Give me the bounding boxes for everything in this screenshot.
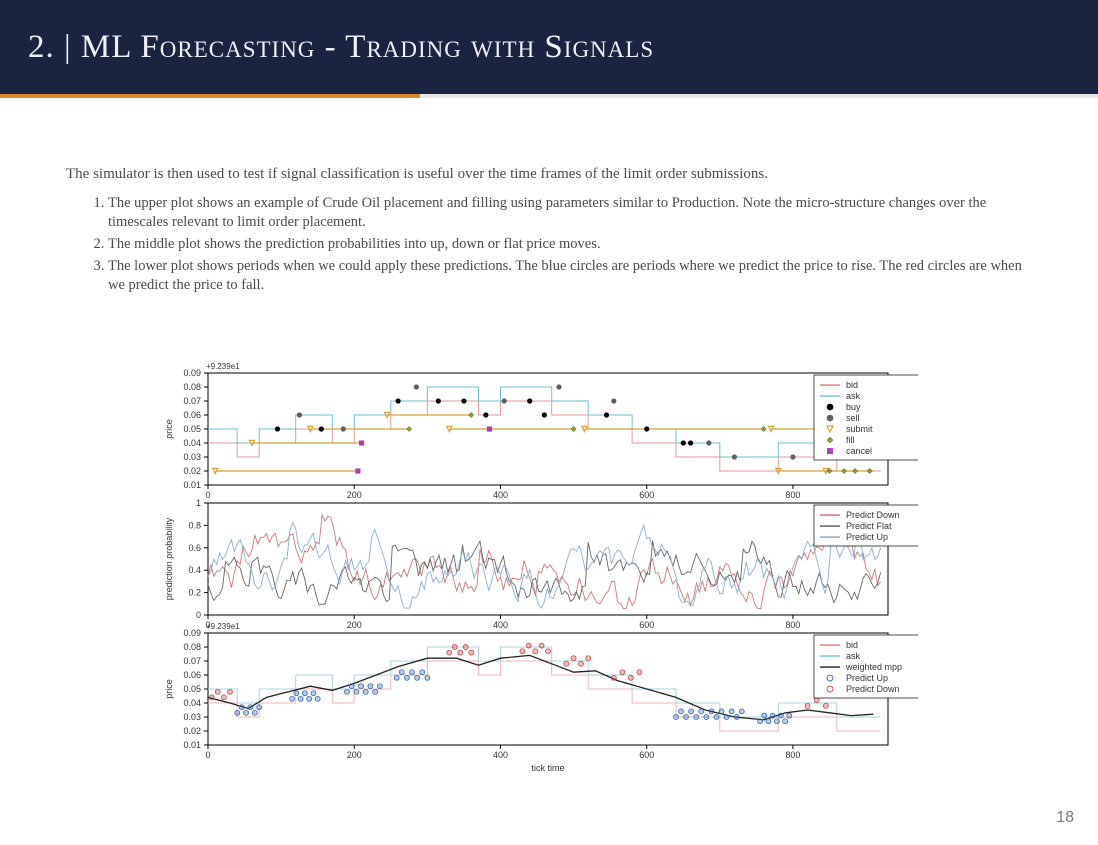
three-panel-chart: 0.01 0.02 0.03 0.04 0.05 0.06 0.07 0.08 0.09 pric… <box>148 355 918 805</box>
svg-text:0.05: 0.05 <box>183 684 201 694</box>
svg-text:+9.239e1: +9.239e1 <box>206 362 240 371</box>
svg-text:400: 400 <box>493 620 508 630</box>
svg-text:200: 200 <box>347 750 362 760</box>
svg-text:0: 0 <box>196 610 201 620</box>
title-main: ML Forecasting - Trading with Signals <box>81 29 654 65</box>
svg-text:weighted mpp: weighted mpp <box>845 662 902 672</box>
slide-title-bar: 2. | ML Forecasting - Trading with Signa… <box>0 0 1098 94</box>
note-item: The upper plot shows an example of Crude… <box>108 194 1032 232</box>
svg-text:0.07: 0.07 <box>183 396 201 406</box>
note-item: The lower plot shows periods when we cou… <box>108 257 1032 295</box>
svg-text:800: 800 <box>785 750 800 760</box>
note-item: The middle plot shows the prediction pro… <box>108 235 1032 254</box>
svg-text:bid: bid <box>846 640 858 650</box>
title-prefix: 2. | <box>28 29 81 65</box>
svg-text:0.2: 0.2 <box>188 588 201 598</box>
svg-text:ask: ask <box>846 651 861 661</box>
svg-text:1: 1 <box>196 498 201 508</box>
svg-text:bid: bid <box>846 380 858 390</box>
svg-text:Predict Up: Predict Up <box>846 532 888 542</box>
svg-text:tick time: tick time <box>531 763 564 773</box>
svg-text:0.8: 0.8 <box>188 520 201 530</box>
svg-text:0.09: 0.09 <box>183 628 201 638</box>
svg-text:+9.239e1: +9.239e1 <box>206 622 240 631</box>
svg-text:buy: buy <box>846 402 861 412</box>
svg-text:200: 200 <box>347 490 362 500</box>
intro-paragraph: The simulator is then used to test if si… <box>66 164 1032 184</box>
svg-text:Predict Flat: Predict Flat <box>846 521 892 531</box>
svg-text:800: 800 <box>785 490 800 500</box>
svg-text:400: 400 <box>493 750 508 760</box>
svg-text:0.05: 0.05 <box>183 424 201 434</box>
svg-text:0.07: 0.07 <box>183 656 201 666</box>
svg-text:0.4: 0.4 <box>188 565 201 575</box>
svg-text:cancel: cancel <box>846 446 872 456</box>
svg-text:Predict Down: Predict Down <box>846 510 900 520</box>
svg-text:0.04: 0.04 <box>183 438 201 448</box>
numbered-notes: The upper plot shows an example of Crude… <box>86 194 1032 294</box>
svg-text:Predict Up: Predict Up <box>846 673 888 683</box>
svg-text:200: 200 <box>347 620 362 630</box>
grey-rule <box>420 94 1098 98</box>
svg-text:0: 0 <box>205 750 210 760</box>
page-number: 18 <box>1056 809 1074 827</box>
svg-text:0.08: 0.08 <box>183 382 201 392</box>
svg-text:Predict Down: Predict Down <box>846 684 900 694</box>
svg-text:0.01: 0.01 <box>183 480 201 490</box>
svg-text:0.03: 0.03 <box>183 712 201 722</box>
svg-text:600: 600 <box>639 620 654 630</box>
accent-rule <box>0 94 420 98</box>
svg-text:400: 400 <box>493 490 508 500</box>
svg-text:0.02: 0.02 <box>183 466 201 476</box>
svg-text:0.08: 0.08 <box>183 642 201 652</box>
svg-text:0.03: 0.03 <box>183 452 201 462</box>
svg-text:prediction probability: prediction probability <box>164 517 174 600</box>
svg-text:ask: ask <box>846 391 861 401</box>
svg-text:fill: fill <box>846 435 855 445</box>
chart-svg: 0.01 0.02 0.03 0.04 0.05 0.06 0.07 0.08 0.09 pric… <box>148 355 918 805</box>
svg-text:price: price <box>164 419 174 439</box>
svg-text:0.04: 0.04 <box>183 698 201 708</box>
svg-text:price: price <box>164 679 174 699</box>
svg-text:0.06: 0.06 <box>183 410 201 420</box>
svg-text:0.6: 0.6 <box>188 543 201 553</box>
svg-text:800: 800 <box>785 620 800 630</box>
svg-text:0: 0 <box>205 490 210 500</box>
svg-text:0.01: 0.01 <box>183 740 201 750</box>
svg-text:600: 600 <box>639 750 654 760</box>
title-underline <box>0 94 1098 100</box>
svg-text:0.02: 0.02 <box>183 726 201 736</box>
svg-text:sell: sell <box>846 413 860 423</box>
svg-text:600: 600 <box>639 490 654 500</box>
svg-text:submit: submit <box>846 424 873 434</box>
svg-text:0.09: 0.09 <box>183 368 201 378</box>
slide-title: 2. | ML Forecasting - Trading with Signa… <box>28 29 654 66</box>
svg-text:0.06: 0.06 <box>183 670 201 680</box>
